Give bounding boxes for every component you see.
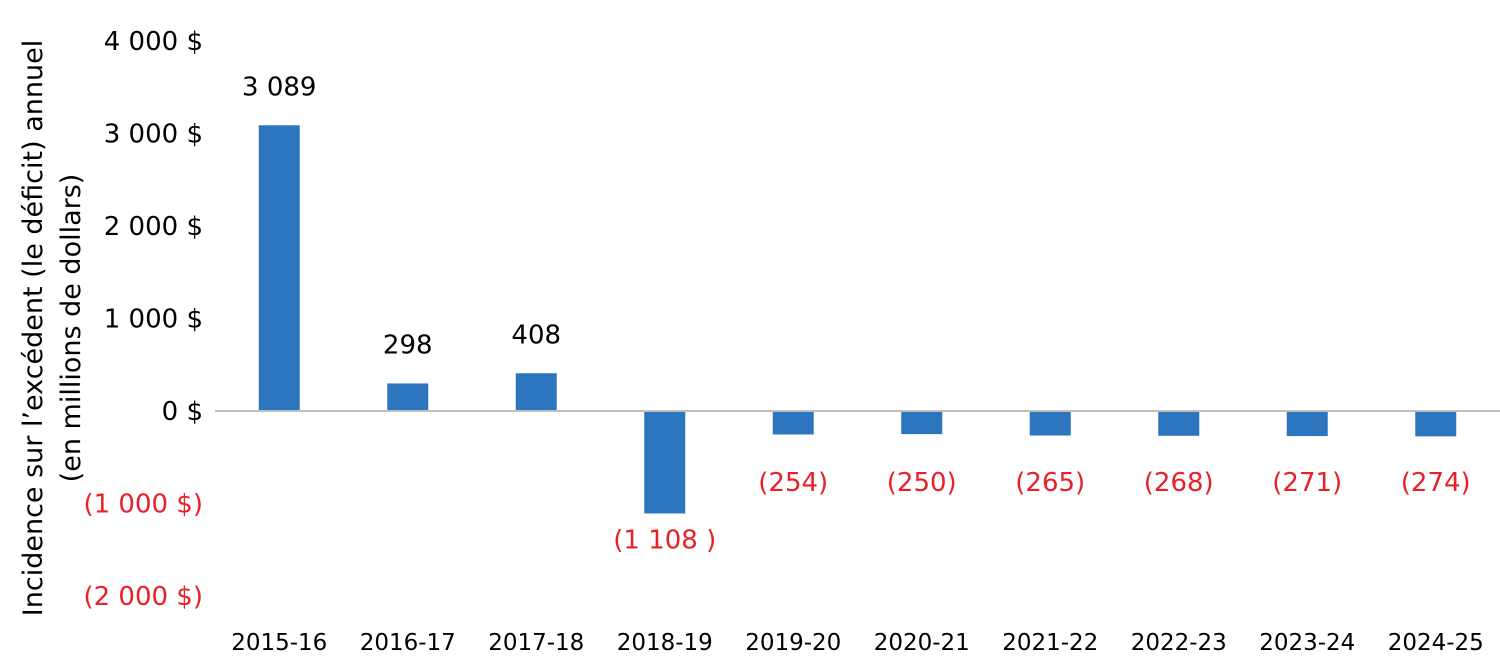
data-label: (250): [887, 468, 957, 498]
bar: [1029, 411, 1071, 436]
data-label: (274): [1401, 468, 1471, 498]
x-tick-label: 2018-19: [617, 630, 713, 656]
x-tick-label: 2024-25: [1388, 630, 1484, 656]
x-tick-label: 2020-21: [874, 630, 970, 656]
y-tick-label: 0 $: [162, 397, 203, 427]
bars: [258, 125, 1457, 514]
y-axis-ticks: 4 000 $ 3 000 $ 2 000 $ 1 000 $ 0 $ (1 000 $)…: [83, 27, 203, 612]
y-axis-label-line-2: (en millions de dollars): [56, 174, 87, 483]
bar: [515, 373, 557, 411]
bar: [1158, 411, 1200, 436]
y-tick-label: 1 000 $: [104, 305, 203, 335]
y-axis-label: Incidence sur l’excédent (le déficit) an…: [18, 40, 87, 616]
data-labels: 3 089 298 408 (1 108 ) (254) (250) (265) (268) (…: [242, 72, 1471, 555]
data-label: (254): [758, 468, 828, 498]
bar: [1415, 411, 1457, 437]
x-tick-label: 2023-24: [1259, 630, 1355, 656]
bar: [644, 411, 686, 514]
x-tick-label: 2021-22: [1002, 630, 1098, 656]
data-label: 298: [383, 330, 433, 360]
bar: [1286, 411, 1328, 437]
x-tick-label: 2017-18: [488, 630, 584, 656]
bar: [772, 411, 814, 435]
x-tick-label: 2019-20: [745, 630, 841, 656]
x-tick-label: 2015-16: [231, 630, 327, 656]
x-axis-ticks: 2015-16 2016-17 2017-18 2018-19 2019-20 2020-…: [231, 630, 1484, 656]
y-tick-label: 3 000 $: [104, 120, 203, 150]
y-axis-label-line-1: Incidence sur l’excédent (le déficit) an…: [18, 40, 49, 616]
x-tick-label: 2022-23: [1131, 630, 1227, 656]
data-label: (271): [1272, 468, 1342, 498]
data-label: (268): [1144, 468, 1214, 498]
x-tick-label: 2016-17: [360, 630, 456, 656]
bar: [901, 411, 943, 435]
data-label: 408: [511, 320, 561, 350]
data-label: (1 108 ): [613, 525, 716, 555]
y-tick-label: (2 000 $): [83, 582, 203, 612]
data-label: 3 089: [242, 72, 316, 102]
bar: [258, 125, 300, 411]
bar: [387, 383, 429, 411]
y-tick-label: 4 000 $: [104, 27, 203, 57]
y-tick-label: (1 000 $): [83, 490, 203, 520]
y-tick-label: 2 000 $: [104, 212, 203, 242]
data-label: (265): [1015, 468, 1085, 498]
